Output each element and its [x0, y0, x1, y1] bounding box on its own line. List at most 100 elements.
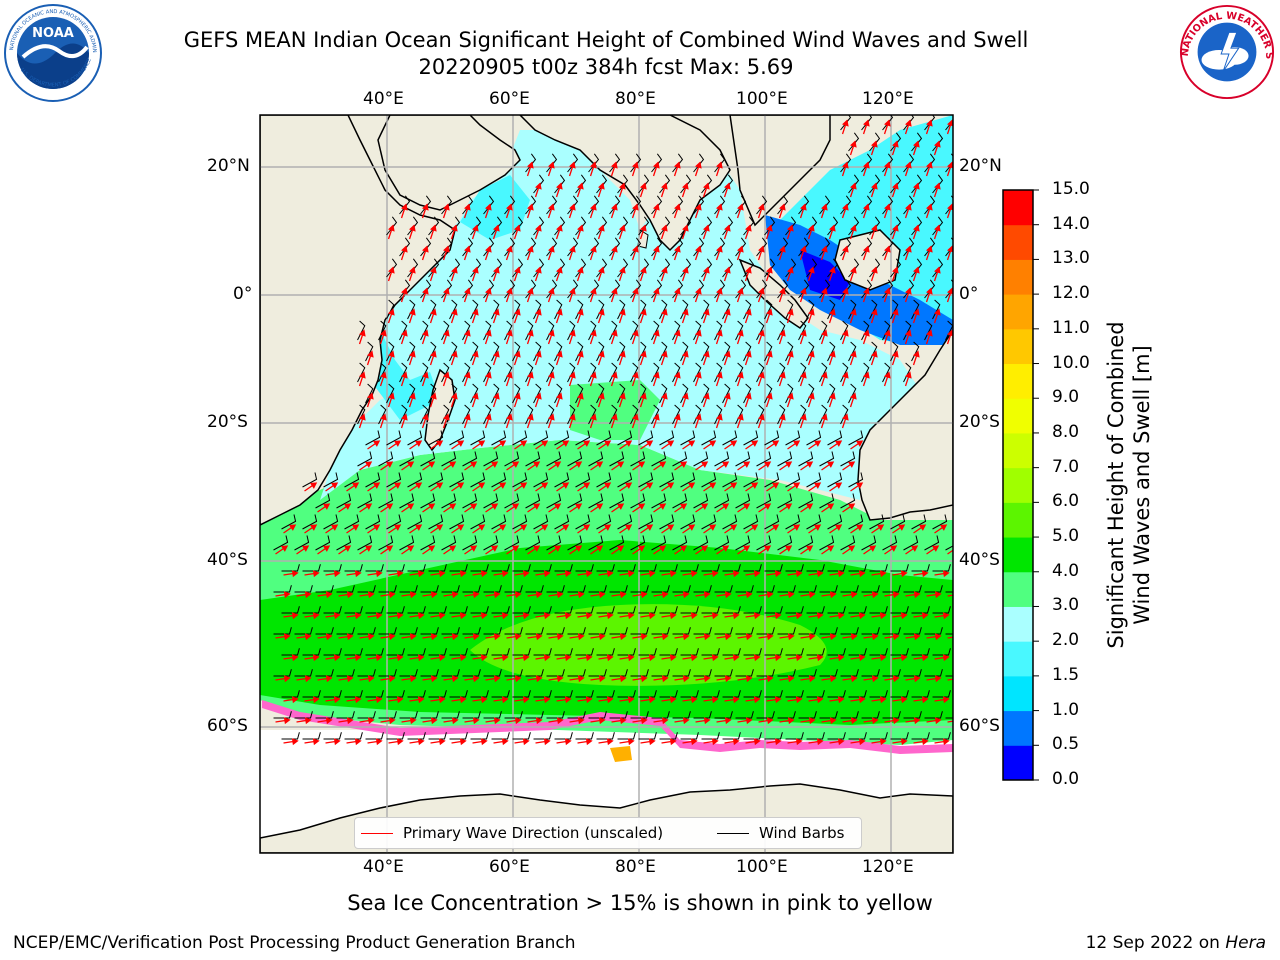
- wave-arrow: [653, 545, 667, 555]
- wave-arrow: [632, 591, 648, 599]
- wave-arrow: [694, 329, 702, 345]
- wind-barb: [428, 690, 447, 698]
- wind-barb: [302, 732, 321, 740]
- wind-barb: [798, 195, 810, 215]
- wind-barb: [840, 669, 859, 677]
- wave-arrow: [947, 636, 953, 639]
- wave-arrow: [296, 545, 310, 555]
- wind-barb: [861, 711, 880, 719]
- wave-arrow: [556, 612, 572, 620]
- lat-tick-right-0: 0°: [959, 284, 979, 304]
- wave-arrow: [891, 140, 899, 156]
- wave-arrow: [451, 524, 465, 534]
- wind-barb: [407, 690, 426, 698]
- colorbar-tick-label: 0.0: [1052, 769, 1080, 789]
- wind-barb: [449, 606, 468, 614]
- sea-ice-edge-pink: [262, 700, 953, 754]
- wind-barb: [819, 711, 838, 719]
- wave-arrow: [485, 675, 501, 683]
- wind-barb: [554, 216, 566, 236]
- wind-barb: [659, 514, 675, 530]
- wave-arrow: [346, 696, 362, 704]
- wave-arrow: [388, 696, 404, 704]
- wind-barb: [680, 258, 692, 278]
- wind-barb: [441, 585, 460, 593]
- wind-barb: [462, 320, 471, 341]
- wind-barb: [344, 690, 363, 698]
- wind-barb: [638, 564, 657, 572]
- wave-arrow: [926, 675, 942, 683]
- wind-barb: [735, 279, 747, 299]
- wave-arrow: [484, 413, 492, 429]
- wind-barb: [630, 493, 646, 509]
- wave-arrow: [737, 461, 751, 471]
- wind-barb: [722, 564, 741, 572]
- wind-barb: [399, 320, 408, 341]
- wave-arrow: [400, 203, 408, 219]
- wind-barb: [323, 606, 342, 614]
- wave-arrow: [925, 329, 933, 345]
- wind-barb: [848, 132, 860, 152]
- wave-arrow: [870, 224, 878, 240]
- wind-barb: [630, 195, 642, 215]
- footer-date-text: 12 Sep 2022 on: [1085, 933, 1226, 953]
- wave-arrow: [387, 224, 395, 240]
- wind-barb: [819, 237, 831, 257]
- wave-arrow: [925, 119, 933, 135]
- wind-barb: [491, 732, 510, 740]
- colorbar-tick-label: 9.0: [1052, 387, 1080, 408]
- wave-arrow: [631, 161, 639, 177]
- wave-arrow: [640, 738, 656, 746]
- wave-arrow: [883, 329, 891, 345]
- wave-arrow: [765, 350, 773, 366]
- wave-arrow: [325, 524, 339, 534]
- wind-barb: [483, 404, 492, 425]
- wave-arrow: [674, 591, 690, 599]
- wave-arrow: [956, 226, 961, 239]
- wind-barb: [651, 585, 670, 593]
- wave-arrow: [577, 524, 591, 534]
- wind-barb: [785, 430, 801, 446]
- wave-arrow: [695, 675, 711, 683]
- wind-barb: [617, 472, 633, 488]
- wave-arrow: [723, 224, 731, 240]
- wind-barb: [596, 690, 615, 698]
- wind-barb: [924, 711, 943, 719]
- wave-arrow: [892, 654, 908, 662]
- wind-barb: [932, 258, 944, 278]
- wave-arrow: [913, 696, 929, 704]
- wind-barb: [470, 564, 489, 572]
- wind-barb: [365, 430, 381, 446]
- wave-arrow: [703, 612, 719, 620]
- wave-arrow: [555, 224, 563, 240]
- wind-barb: [903, 585, 922, 593]
- wind-barb: [701, 341, 710, 362]
- wind-barb: [911, 299, 920, 320]
- wave-arrow: [577, 738, 593, 746]
- wind-barb: [386, 606, 405, 614]
- wind-barb: [302, 564, 321, 572]
- wind-barb: [701, 690, 720, 698]
- wave-arrow: [610, 287, 618, 303]
- wind-barb: [638, 514, 654, 530]
- lon-tick-bottom-80e: 80°E: [615, 857, 656, 877]
- wind-barb: [323, 472, 339, 488]
- wave-arrow: [883, 203, 891, 219]
- wave-arrow: [758, 675, 774, 683]
- wind-barb: [546, 320, 555, 341]
- wind-barb: [911, 606, 930, 614]
- wave-arrow: [283, 570, 299, 578]
- wind-barb: [756, 451, 772, 467]
- indochina-land: [729, 115, 831, 227]
- wave-arrow: [619, 696, 635, 704]
- wind-barb: [365, 341, 374, 362]
- wind-barb: [525, 320, 534, 341]
- wave-arrow: [569, 717, 585, 725]
- wind-barb: [336, 669, 355, 677]
- wind-barb: [693, 404, 702, 425]
- lon-tick-top-60e: 60°E: [489, 89, 530, 109]
- wind-barb: [546, 535, 562, 551]
- wind-barb: [848, 258, 860, 278]
- wave-arrow: [766, 654, 782, 662]
- wind-barb: [491, 383, 500, 404]
